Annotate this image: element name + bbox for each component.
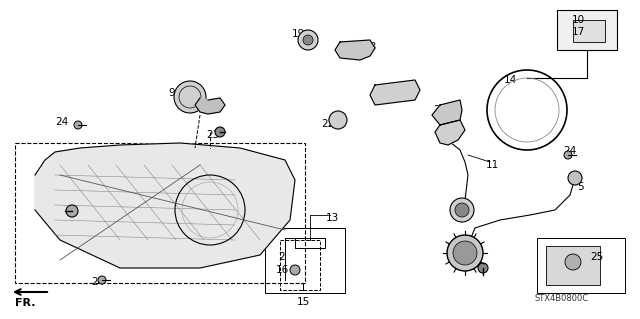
FancyBboxPatch shape (573, 20, 605, 42)
Text: 4: 4 (65, 206, 71, 216)
Circle shape (478, 263, 488, 273)
Text: 6: 6 (454, 209, 461, 219)
Circle shape (568, 171, 582, 185)
FancyBboxPatch shape (557, 10, 617, 50)
Text: 15: 15 (296, 297, 310, 307)
Text: 9: 9 (169, 88, 175, 98)
Text: 18: 18 (364, 42, 376, 52)
Text: 14: 14 (504, 75, 516, 85)
Text: 12: 12 (446, 243, 460, 253)
Text: 17: 17 (572, 27, 584, 37)
Text: 24: 24 (56, 117, 68, 127)
Text: 24: 24 (563, 146, 577, 156)
Circle shape (298, 30, 318, 50)
Text: 20: 20 (388, 85, 401, 95)
Text: FR.: FR. (15, 298, 35, 308)
Polygon shape (195, 98, 225, 114)
Circle shape (303, 35, 313, 45)
Circle shape (329, 111, 347, 129)
Text: 16: 16 (275, 265, 289, 275)
Text: 24: 24 (92, 277, 104, 287)
Polygon shape (435, 120, 465, 145)
Text: 3: 3 (204, 103, 211, 113)
Text: 2: 2 (278, 252, 285, 262)
Text: 13: 13 (325, 213, 339, 223)
Polygon shape (35, 143, 295, 268)
Circle shape (290, 265, 300, 275)
Circle shape (453, 241, 477, 265)
Circle shape (455, 203, 469, 217)
FancyBboxPatch shape (546, 246, 600, 285)
Text: 10: 10 (572, 15, 584, 25)
Text: 25: 25 (590, 252, 604, 262)
Polygon shape (432, 100, 462, 125)
Circle shape (565, 254, 581, 270)
Text: 19: 19 (291, 29, 305, 39)
Circle shape (447, 235, 483, 271)
Circle shape (74, 121, 82, 129)
Text: 21: 21 (433, 105, 447, 115)
Text: 1: 1 (300, 283, 307, 293)
Text: 7: 7 (477, 263, 483, 273)
Circle shape (66, 205, 78, 217)
Polygon shape (335, 40, 375, 60)
Text: 23: 23 (206, 130, 220, 140)
Text: 8: 8 (440, 123, 446, 133)
Text: 5: 5 (577, 182, 583, 192)
Text: 11: 11 (485, 160, 499, 170)
Circle shape (98, 276, 106, 284)
Polygon shape (370, 80, 420, 105)
Circle shape (450, 198, 474, 222)
Text: 22: 22 (321, 119, 335, 129)
Circle shape (215, 127, 225, 137)
Text: STX4B0800C: STX4B0800C (535, 294, 589, 303)
Circle shape (564, 151, 572, 159)
Circle shape (174, 81, 206, 113)
